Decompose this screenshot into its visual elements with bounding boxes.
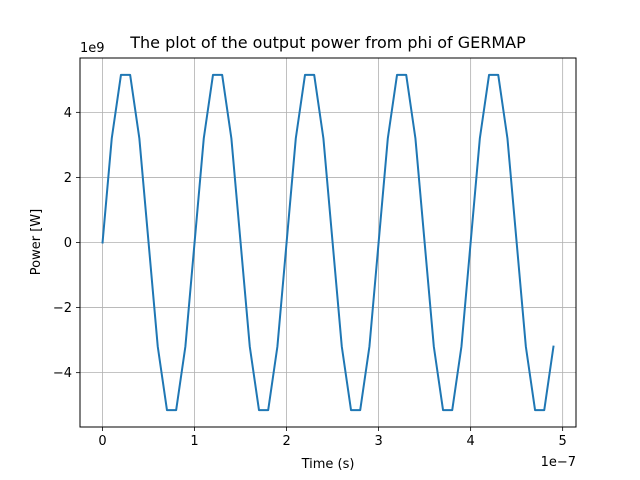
x-axis-ticks: 0 1 2 3 4 5 [98,427,567,449]
y-axis-label: Power [W] [29,209,44,275]
x-tick-label: 3 [374,434,382,449]
x-tick-label: 4 [466,434,474,449]
y-tick-label: −2 [53,301,72,316]
x-tick-label: 1 [190,434,198,449]
y-tick-label: 4 [64,106,72,121]
y-offset-text: 1e9 [80,41,105,56]
grid-layer [80,58,576,427]
x-tick-label: 5 [559,434,567,449]
y-tick-label: −4 [53,366,72,381]
x-tick-label: 0 [98,434,106,449]
y-tick-label: 2 [64,171,72,186]
power-series-line [101,73,555,412]
y-axis-ticks: −4 −2 0 2 4 [53,106,80,381]
x-tick-label: 2 [282,434,290,449]
y-tick-label: 0 [64,236,72,251]
chart-title: The plot of the output power from phi of… [129,33,526,52]
series-layer [101,73,555,412]
x-axis-label: Time (s) [301,457,355,472]
x-offset-text: 1e−7 [541,455,576,470]
